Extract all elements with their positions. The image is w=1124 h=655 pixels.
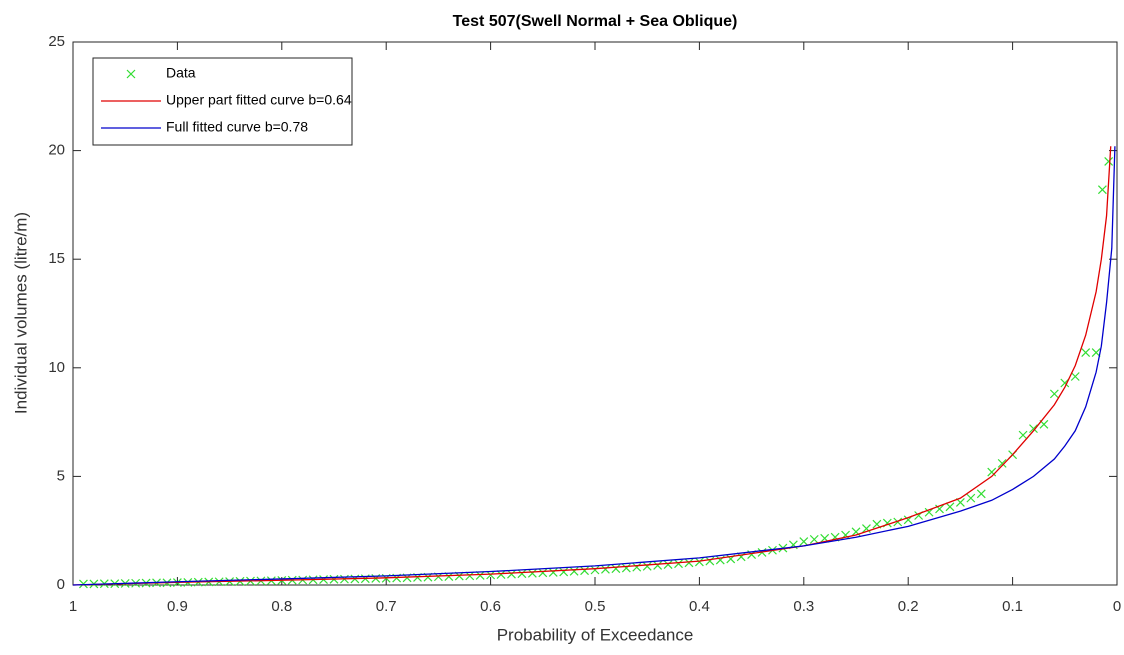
chart-title: Test 507(Swell Normal + Sea Oblique) xyxy=(453,13,738,30)
data-point xyxy=(496,570,506,579)
x-axis-label: Probability of Exceedance xyxy=(497,625,694,644)
data-point xyxy=(997,458,1007,468)
data-point xyxy=(663,560,673,570)
x-tick-label: 0.8 xyxy=(271,598,292,615)
data-point xyxy=(569,566,579,576)
x-tick-label: 0.1 xyxy=(1002,598,1023,615)
y-tick-label: 25 xyxy=(48,33,65,50)
series-line xyxy=(72,146,1116,586)
data-point xyxy=(799,537,809,546)
data-point xyxy=(1091,348,1101,358)
data-point xyxy=(684,558,694,568)
x-tick-label: 0.5 xyxy=(585,598,606,615)
data-point xyxy=(1081,348,1091,358)
y-tick-label: 0 xyxy=(57,576,65,593)
data-point xyxy=(611,564,621,574)
data-point xyxy=(653,561,663,570)
data-point xyxy=(580,566,589,576)
data-point xyxy=(559,567,569,577)
data-point xyxy=(1104,157,1114,166)
x-tick-label: 0.2 xyxy=(898,598,919,615)
data-point xyxy=(1049,389,1059,399)
x-tick-label: 0.3 xyxy=(793,598,814,615)
data-point xyxy=(590,565,600,575)
x-tick-label: 0.6 xyxy=(480,598,501,615)
data-point xyxy=(1029,424,1038,434)
data-point xyxy=(486,570,496,580)
data-point xyxy=(621,563,631,573)
data-point xyxy=(632,562,642,572)
x-tick-label: 0 xyxy=(1113,598,1121,615)
legend-label: Upper part fitted curve b=0.64 xyxy=(166,92,352,108)
data-point xyxy=(945,502,955,512)
y-axis-label: Individual volumes (litre/m) xyxy=(11,212,30,414)
x-tick-label: 0.9 xyxy=(167,598,188,615)
legend-label: Full fitted curve b=0.78 xyxy=(166,119,308,135)
data-point xyxy=(79,579,88,589)
data-point xyxy=(517,569,527,579)
data-point xyxy=(601,564,610,574)
data-point xyxy=(548,567,558,577)
data-point xyxy=(694,557,704,567)
data-point xyxy=(527,568,537,578)
data-point xyxy=(893,517,903,527)
legend-marker xyxy=(126,69,136,79)
y-tick-label: 10 xyxy=(48,359,65,376)
legend-label: Data xyxy=(166,65,196,81)
y-tick-label: 5 xyxy=(57,467,65,484)
data-point xyxy=(1018,430,1028,440)
data-point xyxy=(538,568,548,578)
x-tick-label: 0.4 xyxy=(689,598,710,615)
data-point xyxy=(809,534,819,544)
x-tick-label: 1 xyxy=(69,598,77,615)
data-point xyxy=(465,571,475,581)
data-point xyxy=(987,467,997,477)
data-point xyxy=(642,561,652,571)
data-point xyxy=(1070,372,1080,381)
data-point xyxy=(1097,185,1107,195)
data-point xyxy=(924,507,934,517)
data-point xyxy=(507,569,516,579)
y-tick-label: 15 xyxy=(48,250,65,267)
data-point xyxy=(705,556,715,566)
series-line xyxy=(72,146,1112,586)
y-tick-label: 20 xyxy=(48,142,65,159)
x-tick-label: 0.7 xyxy=(376,598,397,615)
data-point xyxy=(966,493,976,503)
data-point xyxy=(475,571,485,580)
data-point xyxy=(674,559,683,569)
data-point xyxy=(976,489,986,499)
